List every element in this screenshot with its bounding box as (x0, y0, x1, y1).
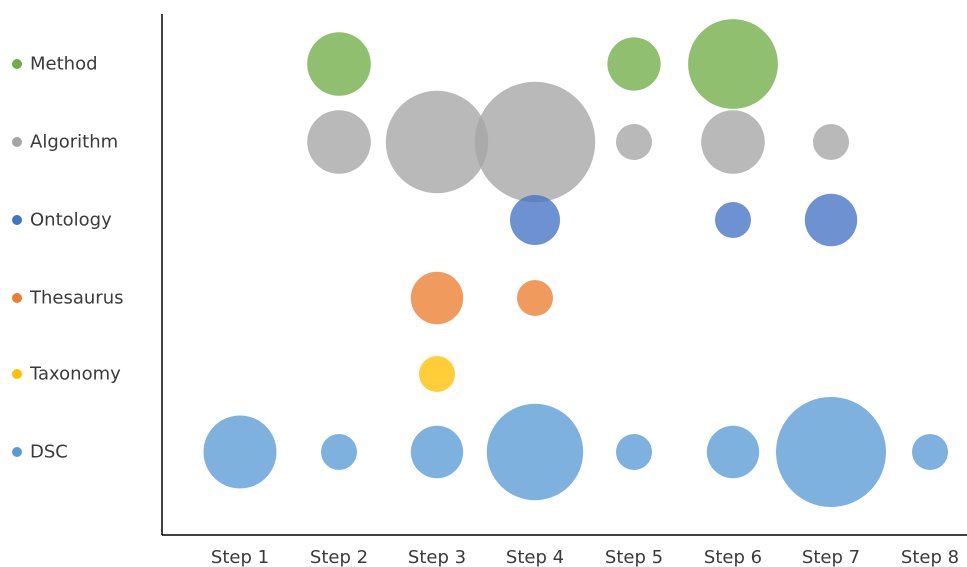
bubble-dsc-step-3 (410, 425, 464, 479)
bubble-taxonomy-step-3 (419, 356, 455, 392)
bubble-thesaurus-step-4 (517, 280, 553, 316)
category-labels: Method Algorithm Ontology Thesaurus Taxonomy… (12, 54, 123, 463)
category-label-taxonomy: Taxonomy (29, 364, 121, 385)
bubble-dsc-step-5 (616, 434, 652, 470)
bubble-method-step-6 (688, 19, 778, 109)
legend-marker-taxonomy (12, 369, 22, 379)
bubble-ontology-step-6 (715, 202, 751, 238)
legend-marker-thesaurus (12, 293, 22, 303)
bubble-algorithm-step-2 (307, 110, 371, 174)
legend-marker-dsc (12, 447, 22, 457)
category-label-dsc: DSC (30, 442, 68, 463)
x-tick-label-step-5: Step 5 (605, 547, 663, 567)
x-tick-labels: Step 1 Step 2 Step 3 Step 4 Step 5 Step 6 Step… (211, 547, 959, 567)
bubble-algorithm-step-7 (813, 124, 849, 160)
bubble-algorithm-step-3 (385, 90, 489, 194)
bubble-method-step-2 (307, 32, 371, 96)
category-label-algorithm: Algorithm (30, 132, 118, 153)
bubble-dsc-step-1 (203, 415, 277, 489)
x-tick-label-step-2: Step 2 (310, 547, 368, 567)
x-tick-label-step-6: Step 6 (704, 547, 762, 567)
legend-marker-method (12, 59, 22, 69)
legend-marker-algorithm (12, 137, 22, 147)
bubble-dsc-step-7 (776, 397, 886, 507)
category-label-thesaurus: Thesaurus (29, 288, 123, 309)
bubble-dsc-step-6 (706, 425, 760, 479)
bubble-algorithm-step-6 (701, 110, 765, 174)
x-tick-label-step-4: Step 4 (506, 547, 564, 567)
bubble-dsc-step-8 (912, 434, 948, 470)
x-tick-label-step-7: Step 7 (802, 547, 860, 567)
bubble-algorithm-step-5 (616, 124, 652, 160)
bubble-algorithm-step-4 (474, 81, 596, 203)
bubble-method-step-5 (607, 37, 661, 91)
bubble-dsc-step-4 (486, 403, 584, 501)
bubble-ontology-step-7 (804, 193, 858, 247)
bubble-dsc-step-2 (321, 434, 357, 470)
category-label-method: Method (30, 54, 98, 75)
bubble-layer (203, 19, 948, 507)
x-tick-label-step-8: Step 8 (901, 547, 959, 567)
x-tick-label-step-1: Step 1 (211, 547, 269, 567)
category-label-ontology: Ontology (30, 210, 112, 231)
bubble-thesaurus-step-3 (410, 271, 464, 325)
bubble-ontology-step-4 (510, 195, 560, 245)
x-tick-label-step-3: Step 3 (408, 547, 466, 567)
legend-marker-ontology (12, 215, 22, 225)
